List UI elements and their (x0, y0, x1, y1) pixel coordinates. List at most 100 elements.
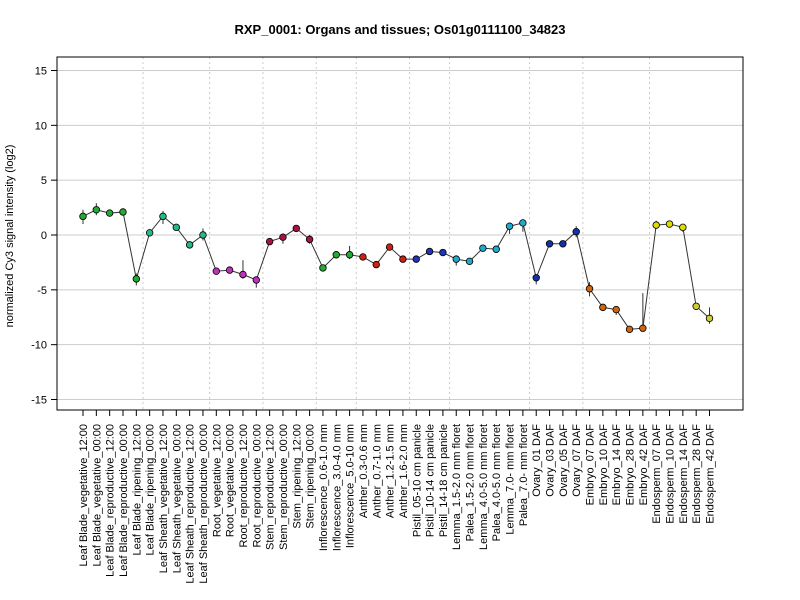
data-point (359, 253, 367, 261)
x-tick-label: Leaf Sheath_reproductive_00:00 (198, 424, 210, 584)
data-point (225, 266, 234, 274)
x-tick-label: Stem_ripening_12:00 (291, 424, 303, 529)
chart-title: RXP_0001: Organs and tissues; Os01g01111… (235, 22, 566, 37)
x-tick-label: Pistil_10-14 cm panicle (425, 424, 437, 537)
x-tick-label: Embryo_14 DAF (611, 424, 623, 506)
data-point (145, 229, 154, 237)
data-point (519, 219, 527, 227)
x-tick-label: Palea_4.0-5.0 mm floret (491, 424, 503, 541)
y-tick-label: 5 (41, 175, 47, 187)
data-point (79, 212, 87, 221)
x-tick-label: Endosperm_07 DAF (651, 424, 663, 524)
x-tick-label: Embryo_42 DAF (638, 424, 650, 506)
y-axis-label: normalized Cy3 signal intensity (log2) (4, 145, 16, 328)
data-point (652, 221, 660, 229)
x-tick-label: Pistil_14-18 cm panicle (438, 424, 450, 537)
x-tick-label: Palea_1.5-2.0 mm floret (465, 424, 477, 541)
x-tick-label: Leaf Blade_reproductive_12:00 (105, 424, 117, 577)
data-point (399, 255, 407, 263)
x-tick-label: Anther_1.6-2.0 mm (398, 424, 410, 518)
data-point (279, 233, 287, 241)
x-tick-label: Embryo_07 DAF (585, 424, 597, 506)
data-point (425, 247, 434, 256)
data-point (532, 274, 540, 282)
y-tick-label: -10 (31, 340, 47, 352)
x-tick-label: Endosperm_10 DAF (665, 424, 677, 524)
x-tick-label: Lemma_1.5-2.0 mm floret (451, 424, 463, 550)
x-tick-label: Ovary_05 DAF (558, 424, 570, 497)
data-point (252, 276, 260, 284)
data-point (199, 231, 207, 239)
y-tick-label: 10 (35, 120, 47, 132)
data-point (292, 224, 300, 233)
x-tick-label: Pistil_05-10 cm panicle (411, 424, 423, 537)
data-point (239, 270, 247, 279)
data-point (212, 267, 220, 275)
data-point (105, 209, 114, 217)
data-point (305, 235, 314, 244)
data-point (545, 240, 554, 248)
data-point (705, 314, 714, 323)
x-tick-label: Embryo_10 DAF (598, 424, 610, 506)
data-point (119, 208, 127, 216)
x-tick-label: Ovary_01 DAF (531, 424, 543, 497)
data-point (319, 264, 327, 272)
grid-lines (57, 57, 743, 410)
x-tick-label: Ovary_07 DAF (571, 424, 583, 497)
data-point (479, 244, 487, 252)
data-point (265, 237, 274, 246)
data-point (132, 275, 141, 283)
data-point (345, 251, 354, 259)
x-tick-label: Root_vegetative_12:00 (211, 424, 223, 537)
x-tick-label: Palea_7.0- mm floret (518, 424, 530, 526)
x-tick-label: Ovary_03 DAF (545, 424, 557, 497)
x-tick-label: Endosperm_42 DAF (705, 424, 717, 524)
y-tick-label: 15 (35, 66, 47, 78)
x-tick-label: Endosperm_28 DAF (691, 424, 703, 524)
data-point (585, 285, 594, 293)
x-tick-label: Leaf Sheath_vegetative_12:00 (158, 424, 170, 573)
x-tick-label: Leaf Blade_vegetative_12:00 (78, 424, 90, 567)
x-tick-label: Anther_1.2-1.5 mm (385, 424, 397, 518)
x-tick-label: Leaf Blade_ripening_12:00 (131, 424, 143, 556)
x-tick-label: Anther_0.7-1.0 mm (371, 424, 383, 518)
data-point (692, 302, 700, 310)
data-point (559, 240, 567, 248)
x-tick-label: Lemma_4.0-5.0 mm floret (478, 424, 490, 550)
x-tick-label: Inflorescence_5.0-10 mm (345, 424, 357, 548)
x-tick-label: Inflorescence_3.0-4.0 mm (331, 424, 343, 551)
data-point (452, 255, 460, 263)
data-point (185, 241, 194, 249)
x-tick-label: Embryo_28 DAF (625, 424, 637, 506)
data-point (412, 255, 420, 263)
data-point (332, 251, 340, 259)
data-point (159, 212, 167, 221)
data-point (625, 325, 634, 334)
x-tick-label: Stem_reproductive_00:00 (278, 424, 290, 550)
y-tick-label: -15 (31, 395, 47, 407)
plot-frame (56, 56, 744, 411)
x-tick-label: Root_vegetative_00:00 (225, 424, 237, 537)
x-tick-label: Lemma_7.0- mm floret (505, 424, 517, 535)
x-tick-label: Inflorescence_0.6-1.0 mm (318, 424, 330, 551)
data-point (572, 228, 580, 236)
data-point (612, 305, 620, 314)
data-point (465, 257, 474, 266)
data-point (492, 245, 500, 253)
x-axis: Leaf Blade_vegetative_12:00 Leaf Blade_ve… (78, 409, 717, 584)
data-point (439, 248, 447, 257)
x-tick-label: Leaf Blade_reproductive_00:00 (118, 424, 130, 577)
x-tick-label: Stem_ripening_00:00 (305, 424, 317, 529)
data-point (385, 243, 394, 251)
data-series (79, 203, 714, 334)
x-tick-label: Leaf Sheath_vegetative_00:00 (171, 424, 183, 573)
y-axis: -15 -10 -5 0 5 10 15 (31, 66, 58, 407)
x-tick-label: Anther_0.3-0.6 mm (358, 424, 370, 518)
x-tick-label: Leaf Blade_vegetative_00:00 (91, 424, 103, 567)
x-tick-label: Root_reproductive_12:00 (238, 424, 250, 548)
x-tick-label: Stem_reproductive_12:00 (265, 424, 277, 550)
data-point (172, 223, 181, 232)
x-tick-label: Leaf Blade_ripening_00:00 (145, 424, 157, 556)
data-point (92, 206, 101, 214)
